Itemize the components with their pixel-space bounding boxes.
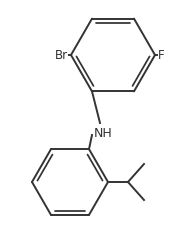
Text: NH: NH [94,126,113,139]
Text: F: F [158,49,165,62]
Text: Br: Br [55,49,68,62]
